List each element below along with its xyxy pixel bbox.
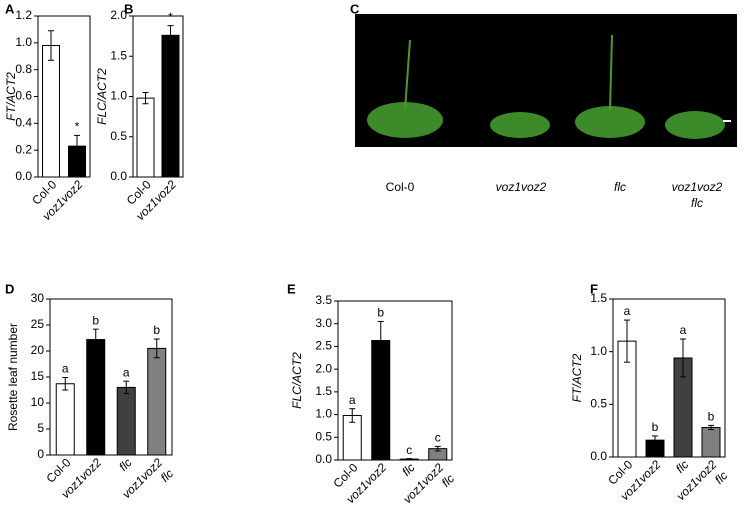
significance-label: b xyxy=(92,313,99,327)
y-tick-label: 1.5 xyxy=(590,291,607,305)
y-tick-label: 0.5 xyxy=(315,429,332,443)
significance-label: b xyxy=(652,420,659,434)
category-label: flc xyxy=(614,180,626,194)
y-tick-label: 0.4 xyxy=(15,116,32,130)
y-tick-label: 2.0 xyxy=(110,8,127,22)
panel-label: F xyxy=(590,281,598,296)
significance-label: b xyxy=(153,323,160,337)
bar xyxy=(42,45,60,178)
y-tick-label: 3.0 xyxy=(315,316,332,330)
y-tick-label: 1.5 xyxy=(110,48,127,62)
y-tick-label: 0.5 xyxy=(590,397,607,411)
y-axis-label: FT/ACT2 xyxy=(4,72,18,121)
significance-label: a xyxy=(680,323,687,337)
y-tick-label: 20 xyxy=(31,343,45,357)
y-tick-label: 2.5 xyxy=(315,339,332,353)
y-tick-label: 10 xyxy=(31,395,45,409)
y-tick-label: 0.2 xyxy=(15,142,32,156)
significance-label: b xyxy=(708,410,715,424)
y-tick-label: 1.0 xyxy=(110,89,127,103)
y-tick-label: 3.5 xyxy=(315,293,332,307)
y-tick-label: 30 xyxy=(31,291,45,305)
significance-label: a xyxy=(123,365,130,379)
category-label: flc xyxy=(116,455,134,473)
y-tick-label: 5 xyxy=(37,421,44,435)
significance-label: * xyxy=(168,10,173,24)
category-label: flc xyxy=(399,460,417,478)
y-tick-label: 1.0 xyxy=(590,344,607,358)
panel-label: B xyxy=(124,1,133,16)
category-label: voz1voz2 xyxy=(496,180,547,194)
category-label: flc xyxy=(673,457,691,475)
y-tick-label: 0.6 xyxy=(15,89,32,103)
y-axis-label: Rosette leaf number xyxy=(6,323,20,431)
panel-label: D xyxy=(5,281,14,296)
y-axis-label: FLC/ACT2 xyxy=(95,68,109,125)
significance-label: a xyxy=(62,362,69,376)
bar xyxy=(116,386,136,456)
significance-label: * xyxy=(75,120,80,134)
y-tick-label: 15 xyxy=(31,369,45,383)
category-label: Col-0 xyxy=(386,180,415,194)
panel-label: A xyxy=(5,1,15,16)
y-tick-label: 1.5 xyxy=(315,384,332,398)
plot-frame xyxy=(612,298,726,458)
significance-label: b xyxy=(377,306,384,320)
significance-label: c xyxy=(435,431,441,445)
y-tick-label: 1.0 xyxy=(315,407,332,421)
y-tick-label: 25 xyxy=(31,317,45,331)
panel-label: E xyxy=(287,281,296,296)
category-label: voz1voz2 xyxy=(672,180,723,194)
significance-label: a xyxy=(349,393,356,407)
y-tick-label: 0.0 xyxy=(110,169,127,183)
y-tick-label: 1.0 xyxy=(15,35,32,49)
y-tick-label: 0.0 xyxy=(590,449,607,463)
bar xyxy=(136,97,155,178)
y-tick-label: 0 xyxy=(37,447,44,461)
y-axis-label: FT/ACT2 xyxy=(570,353,584,402)
y-tick-label: 0.8 xyxy=(15,62,32,76)
y-tick-label: 0.0 xyxy=(15,169,32,183)
significance-label: a xyxy=(624,304,631,318)
y-tick-label: 1.2 xyxy=(15,8,32,22)
significance-label: c xyxy=(406,443,412,457)
y-axis-label: FLC/ACT2 xyxy=(290,352,304,409)
category-label: flc xyxy=(691,196,703,210)
bar xyxy=(161,34,180,178)
bar xyxy=(147,347,167,456)
plant-drawing xyxy=(367,34,731,139)
y-tick-label: 0.0 xyxy=(315,452,332,466)
bar xyxy=(86,339,106,456)
y-tick-label: 2.0 xyxy=(315,361,332,375)
y-tick-label: 0.5 xyxy=(110,129,127,143)
bar xyxy=(55,383,75,456)
plot-frame xyxy=(337,300,453,461)
bar xyxy=(701,427,721,458)
panel-label: C xyxy=(350,1,360,16)
